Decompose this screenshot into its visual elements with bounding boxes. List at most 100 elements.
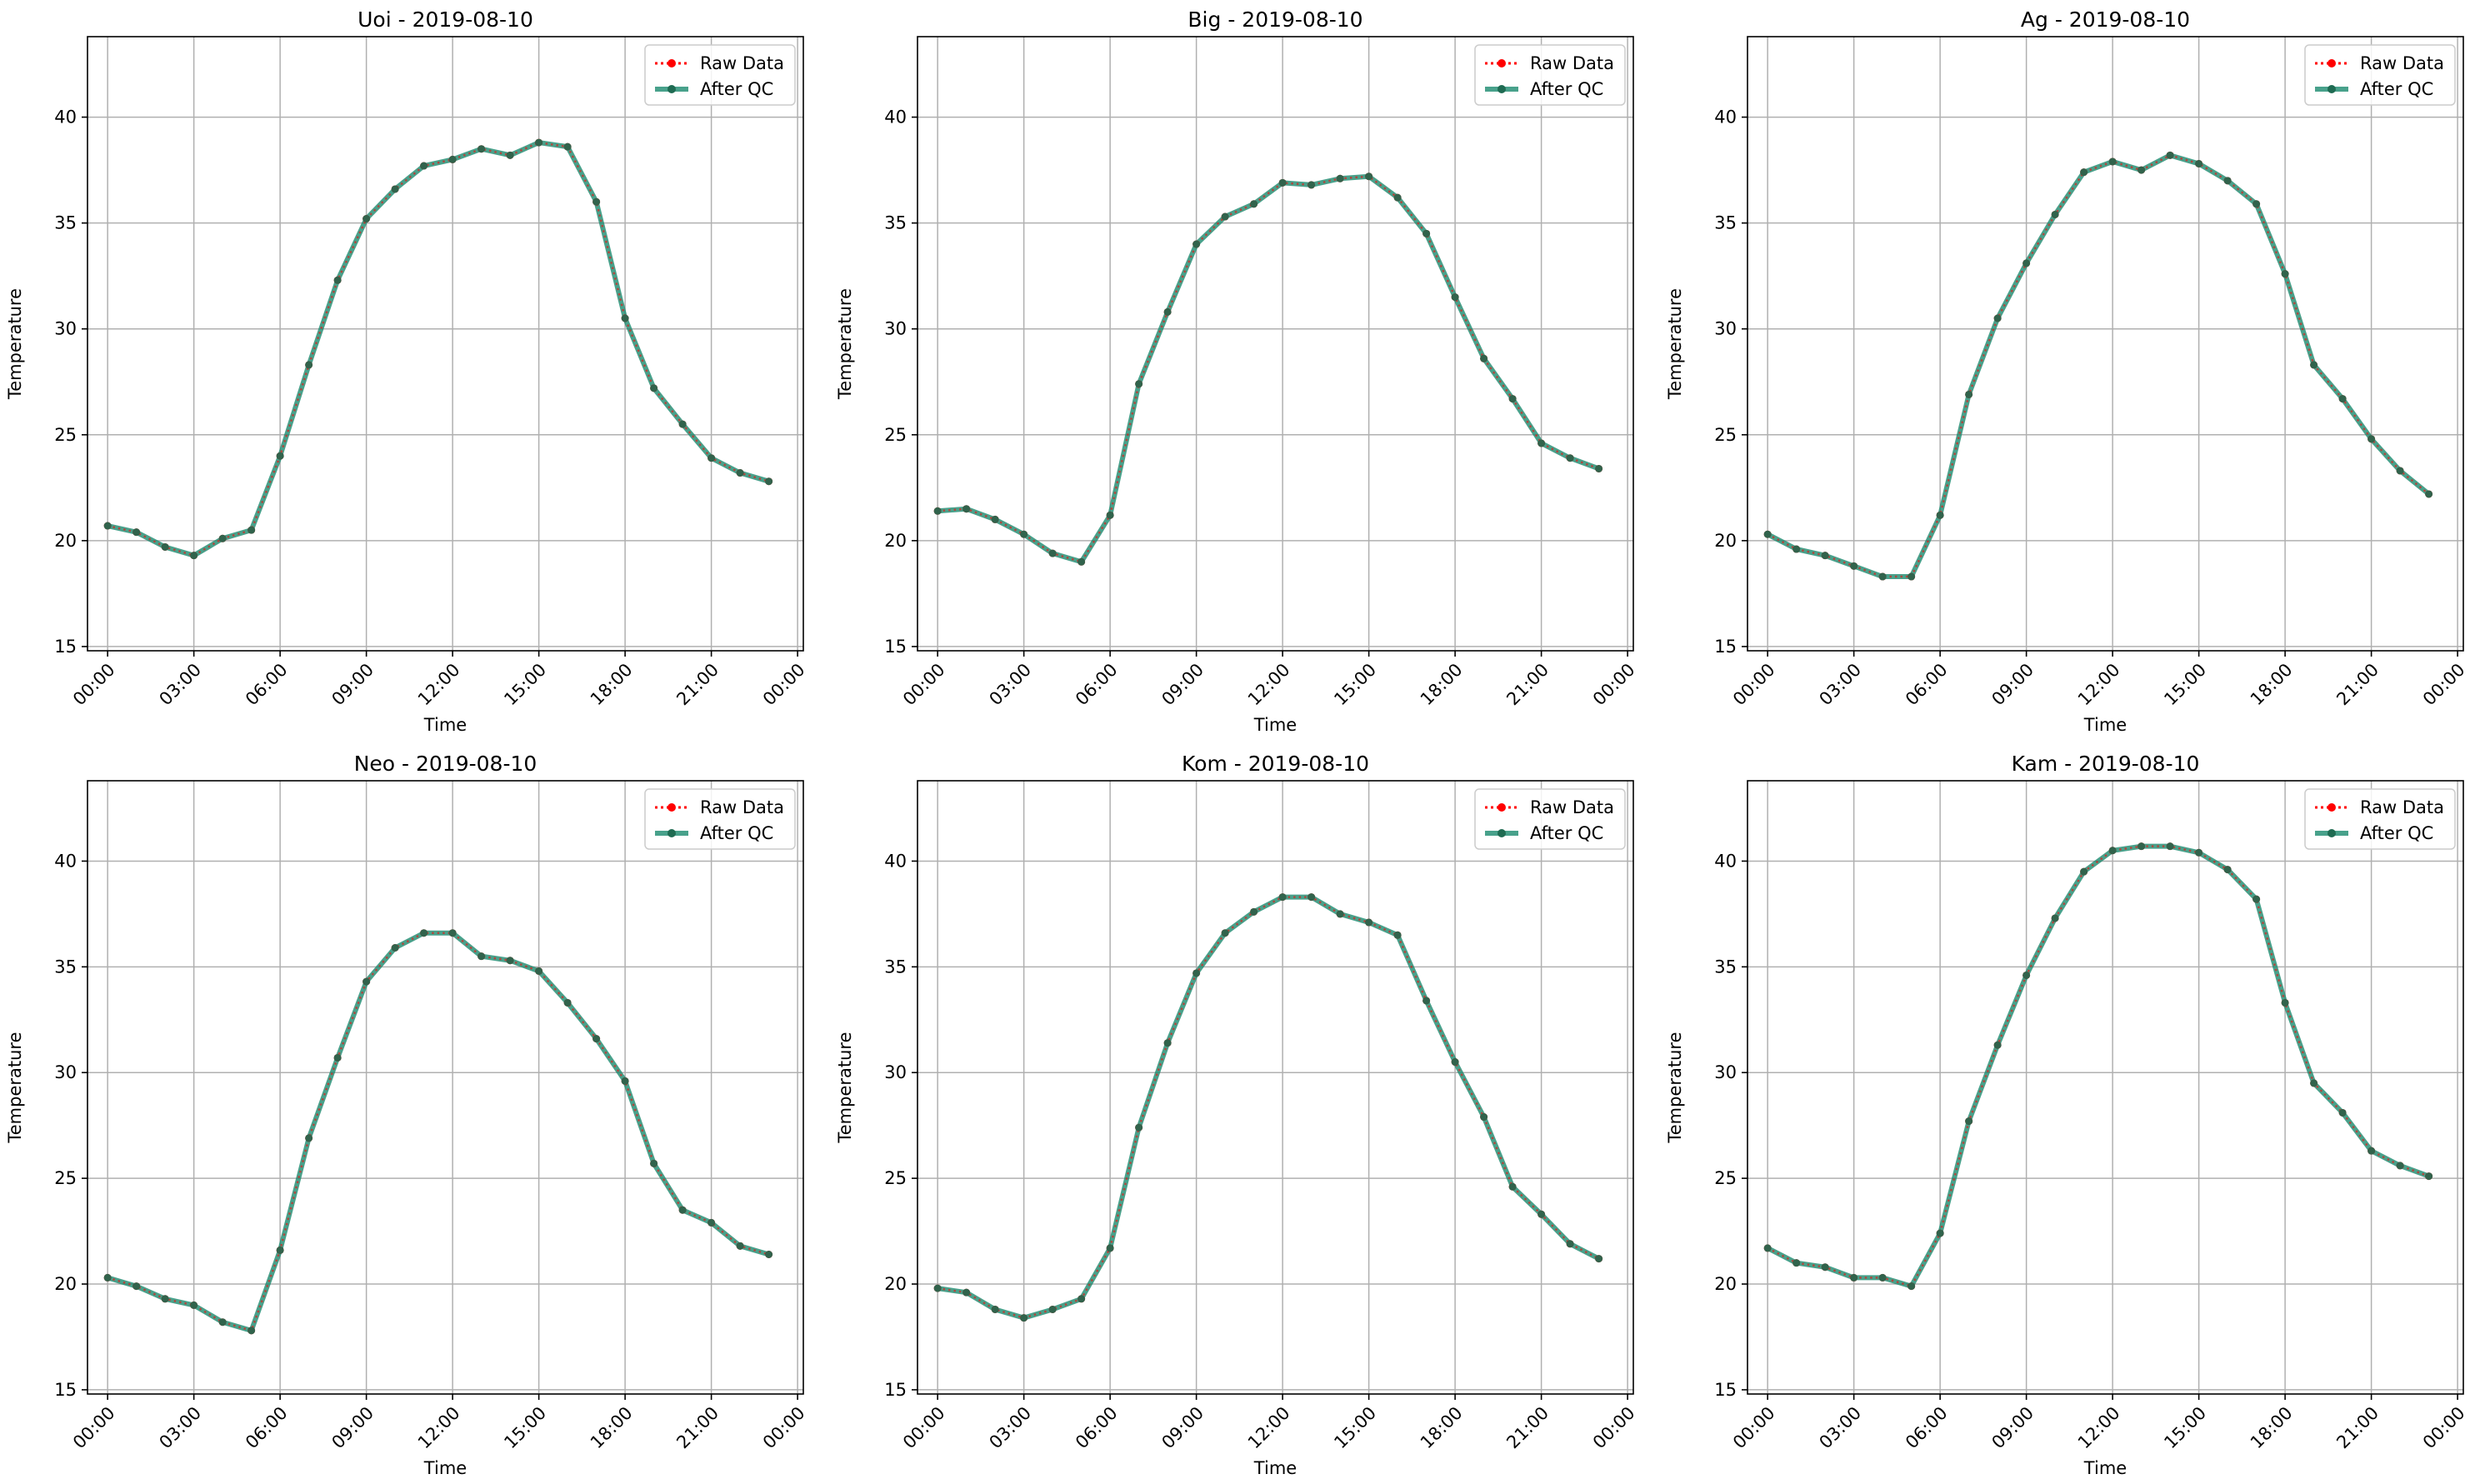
- data-point-after-qc: [190, 552, 198, 560]
- data-point-after-qc: [1048, 1305, 1057, 1313]
- data-point-after-qc: [1821, 1263, 1829, 1272]
- data-point-after-qc: [1965, 1117, 1973, 1126]
- legend-marker-after-qc: [668, 829, 676, 837]
- subplot-title: Kom - 2019-08-10: [1182, 752, 1369, 776]
- data-point-after-qc: [1221, 929, 1229, 937]
- data-point-after-qc: [933, 1284, 942, 1292]
- data-point-after-qc: [1566, 1240, 1574, 1248]
- data-point-after-qc: [1538, 1210, 1546, 1218]
- x-axis-label: Time: [423, 715, 467, 735]
- data-point-after-qc: [1595, 1255, 1603, 1263]
- data-point-after-qc: [1566, 454, 1574, 462]
- y-tick-label: 15: [54, 1380, 77, 1400]
- subplot-4: 15 20 25 30 35 40 00:00 03:00 06:00 09:00 12:00 15:…: [5, 752, 809, 1478]
- x-tick-label: 18:00: [587, 1403, 637, 1453]
- data-point-after-qc: [161, 542, 169, 551]
- axes-frame: [1747, 36, 2464, 652]
- y-axis-label: Temperature: [835, 1032, 855, 1143]
- x-tick-label: 18:00: [1417, 660, 1467, 710]
- y-tick-label: 35: [54, 213, 77, 233]
- x-tick-label: 00:00: [1729, 1403, 1779, 1453]
- x-tick-label: 00:00: [69, 1403, 119, 1453]
- data-point-after-qc: [2080, 867, 2088, 876]
- x-tick-label: 15:00: [500, 1403, 550, 1453]
- x-tick-label: 00:00: [759, 1403, 809, 1453]
- data-point-after-qc: [161, 1295, 169, 1303]
- data-point-after-qc: [678, 420, 687, 428]
- data-point-after-qc: [190, 1301, 198, 1309]
- legend-label-raw-data: Raw Data: [700, 53, 784, 73]
- data-point-after-qc: [420, 162, 428, 170]
- data-point-after-qc: [2338, 1108, 2347, 1117]
- legend-label-raw-data: Raw Data: [2360, 53, 2444, 73]
- x-axis-label: Time: [2083, 715, 2127, 735]
- x-tick-label: 03:00: [155, 1403, 205, 1453]
- data-point-after-qc: [391, 943, 399, 952]
- legend-label-raw-data: Raw Data: [1530, 53, 1614, 73]
- data-point-after-qc: [1048, 549, 1057, 557]
- y-axis-label: Temperature: [5, 1032, 25, 1143]
- data-point-after-qc: [1908, 572, 1916, 581]
- data-point-after-qc: [2396, 1162, 2404, 1170]
- data-point-after-qc: [1078, 1295, 1086, 1303]
- y-tick-label: 35: [54, 957, 77, 977]
- x-tick-label: 03:00: [155, 660, 205, 710]
- x-tick-label: 09:00: [1988, 1403, 2038, 1453]
- y-axis-label: Temperature: [835, 288, 855, 400]
- legend: Raw Data After QC: [644, 788, 796, 850]
- data-point-after-qc: [933, 507, 942, 515]
- axes-frame: [1747, 780, 2464, 1395]
- data-point-after-qc: [736, 1242, 744, 1250]
- x-tick-label: 18:00: [2247, 1403, 2297, 1453]
- subplot-title: Big - 2019-08-10: [1188, 7, 1362, 32]
- axes-frame: [917, 780, 1634, 1395]
- x-tick-label: 00:00: [899, 660, 949, 710]
- x-tick-label: 12:00: [414, 660, 464, 710]
- data-point-after-qc: [2223, 866, 2232, 874]
- y-tick-label: 25: [1714, 425, 1737, 445]
- data-point-after-qc: [362, 977, 371, 986]
- legend-marker-after-qc: [668, 85, 676, 93]
- y-tick-label: 15: [1714, 1380, 1737, 1400]
- data-point-after-qc: [563, 998, 572, 1007]
- x-tick-label: 18:00: [2247, 660, 2297, 710]
- x-tick-label: 21:00: [672, 1403, 722, 1453]
- x-axis-label: Time: [423, 1458, 467, 1478]
- data-point-after-qc: [2108, 847, 2117, 855]
- legend: Raw Data After QC: [1474, 788, 1626, 850]
- legend-label-after-qc: After QC: [1530, 823, 1603, 843]
- legend-label-raw-data: Raw Data: [700, 797, 784, 817]
- data-point-after-qc: [2166, 842, 2174, 851]
- data-point-after-qc: [1135, 1123, 1143, 1132]
- x-tick-label: 15:00: [1330, 1403, 1380, 1453]
- data-point-after-qc: [1078, 557, 1086, 566]
- data-point-after-qc: [1965, 390, 1973, 398]
- x-tick-label: 00:00: [1589, 660, 1639, 710]
- data-point-after-qc: [1192, 240, 1201, 248]
- x-tick-label: 00:00: [2419, 660, 2469, 710]
- data-point-after-qc: [478, 145, 486, 153]
- data-point-after-qc: [506, 957, 514, 965]
- data-point-after-qc: [1163, 1039, 1172, 1047]
- series-line-after-qc: [1765, 843, 2432, 1289]
- data-point-after-qc: [991, 515, 999, 523]
- data-point-after-qc: [218, 1318, 227, 1327]
- data-point-after-qc: [765, 477, 773, 486]
- y-tick-label: 35: [884, 213, 907, 233]
- data-point-after-qc: [2310, 1079, 2318, 1087]
- y-tick-label: 25: [884, 425, 907, 445]
- data-point-after-qc: [1451, 293, 1459, 302]
- y-tick-label: 15: [884, 1380, 907, 1400]
- x-tick-label: 12:00: [1244, 660, 1294, 710]
- data-point-after-qc: [991, 1305, 999, 1313]
- data-point-after-qc: [2252, 200, 2261, 208]
- series-line-after-qc: [935, 173, 1602, 565]
- legend-marker-raw-data: [2328, 803, 2336, 812]
- legend-label-after-qc: After QC: [700, 79, 773, 99]
- data-point-after-qc: [2138, 842, 2146, 851]
- series-line-raw-data: [1767, 845, 2430, 1288]
- data-point-after-qc: [2051, 914, 2059, 922]
- data-point-after-qc: [1020, 530, 1028, 538]
- x-tick-label: 03:00: [985, 1403, 1035, 1453]
